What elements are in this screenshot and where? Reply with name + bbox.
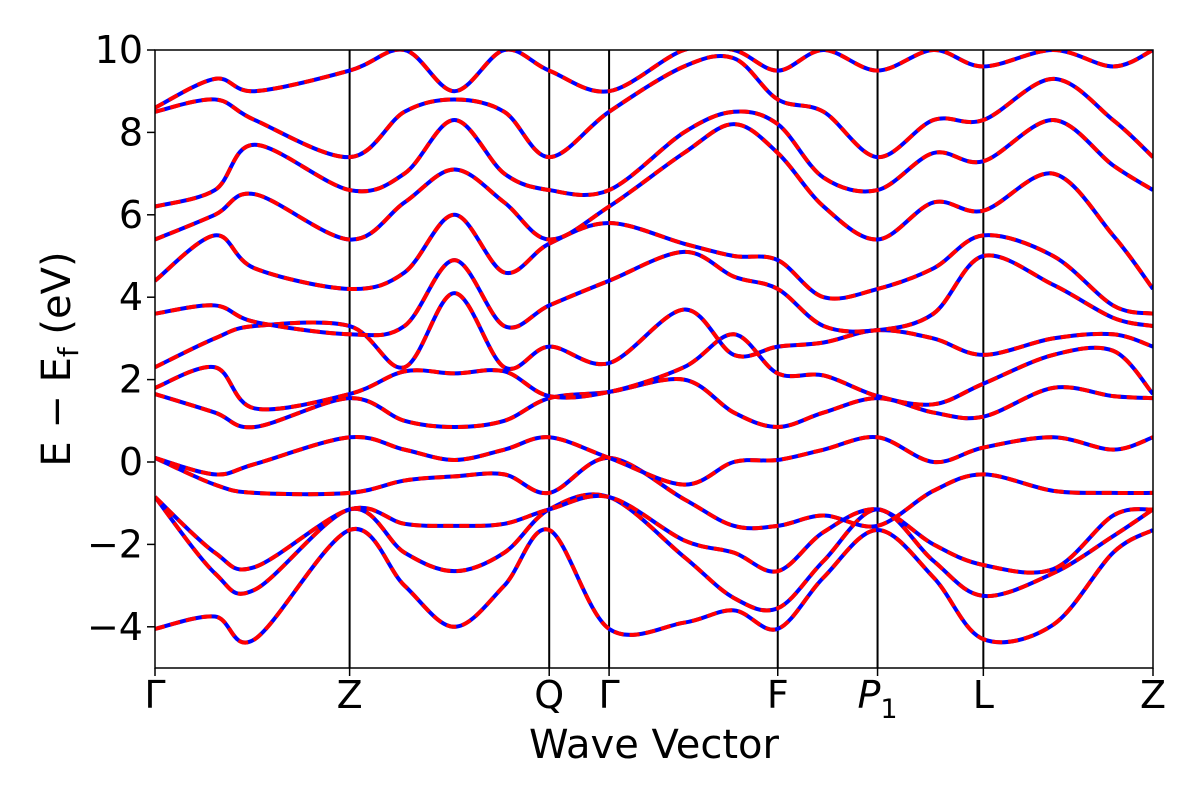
band-line-red (155, 434, 1153, 487)
band-line-blue (155, 492, 1153, 613)
y-tick-label: 6 (119, 193, 143, 237)
y-axis-ticks: −4 −2 0 2 4 6 8 10 (87, 28, 155, 649)
plot-frame (154, 49, 1154, 669)
y-tick-label: 10 (95, 28, 143, 72)
y-axis-title-subscript: f (52, 346, 85, 357)
band-line-blue (155, 493, 1153, 575)
band-lines (155, 50, 1153, 645)
band-line-red (155, 526, 1153, 645)
x-axis-title: Wave Vector (529, 722, 780, 768)
band-line-red (155, 493, 1153, 575)
band-line-red (155, 212, 1153, 316)
y-tick-label: 0 (119, 440, 143, 484)
y-axis-title: E − Ef (eV) (34, 251, 85, 466)
x-tick-label: Γ (144, 673, 165, 717)
band-line-blue (155, 332, 1153, 412)
y-tick-label: −4 (87, 605, 143, 649)
band-line-red (155, 249, 1153, 338)
y-tick-label: −2 (87, 522, 143, 566)
band-line-red (155, 332, 1153, 412)
y-tick-label: 2 (119, 358, 143, 402)
band-line-red (155, 53, 1153, 160)
x-tick-label: Z (1140, 673, 1166, 717)
y-tick-label: 4 (119, 275, 143, 319)
x-tick-label: L (973, 673, 994, 717)
band-line-blue (155, 212, 1153, 316)
y-axis-title-main: E − E (34, 357, 80, 467)
band-line-red (155, 50, 1153, 110)
x-tick-label: Z (337, 673, 363, 717)
band-line-blue (155, 53, 1153, 160)
band-line-red (155, 109, 1153, 209)
band-line-blue (155, 109, 1153, 209)
y-axis-title-unit: (eV) (34, 251, 80, 347)
x-axis-ticks: Γ Z Q Γ F P1 L Z (144, 668, 1166, 725)
x-tick-label: P1 (857, 673, 897, 725)
x-tick-label: Q (534, 673, 564, 717)
band-line-red (155, 291, 1153, 371)
band-line-blue (155, 455, 1153, 531)
band-line-red (155, 122, 1153, 291)
x-tick-label: Γ (599, 673, 620, 717)
band-line-red (155, 455, 1153, 531)
x-tick-label: F (767, 673, 789, 717)
y-tick-label: 8 (119, 110, 143, 154)
high-symmetry-lines (348, 50, 985, 668)
band-line-blue (155, 50, 1153, 110)
band-line-red (155, 377, 1153, 430)
